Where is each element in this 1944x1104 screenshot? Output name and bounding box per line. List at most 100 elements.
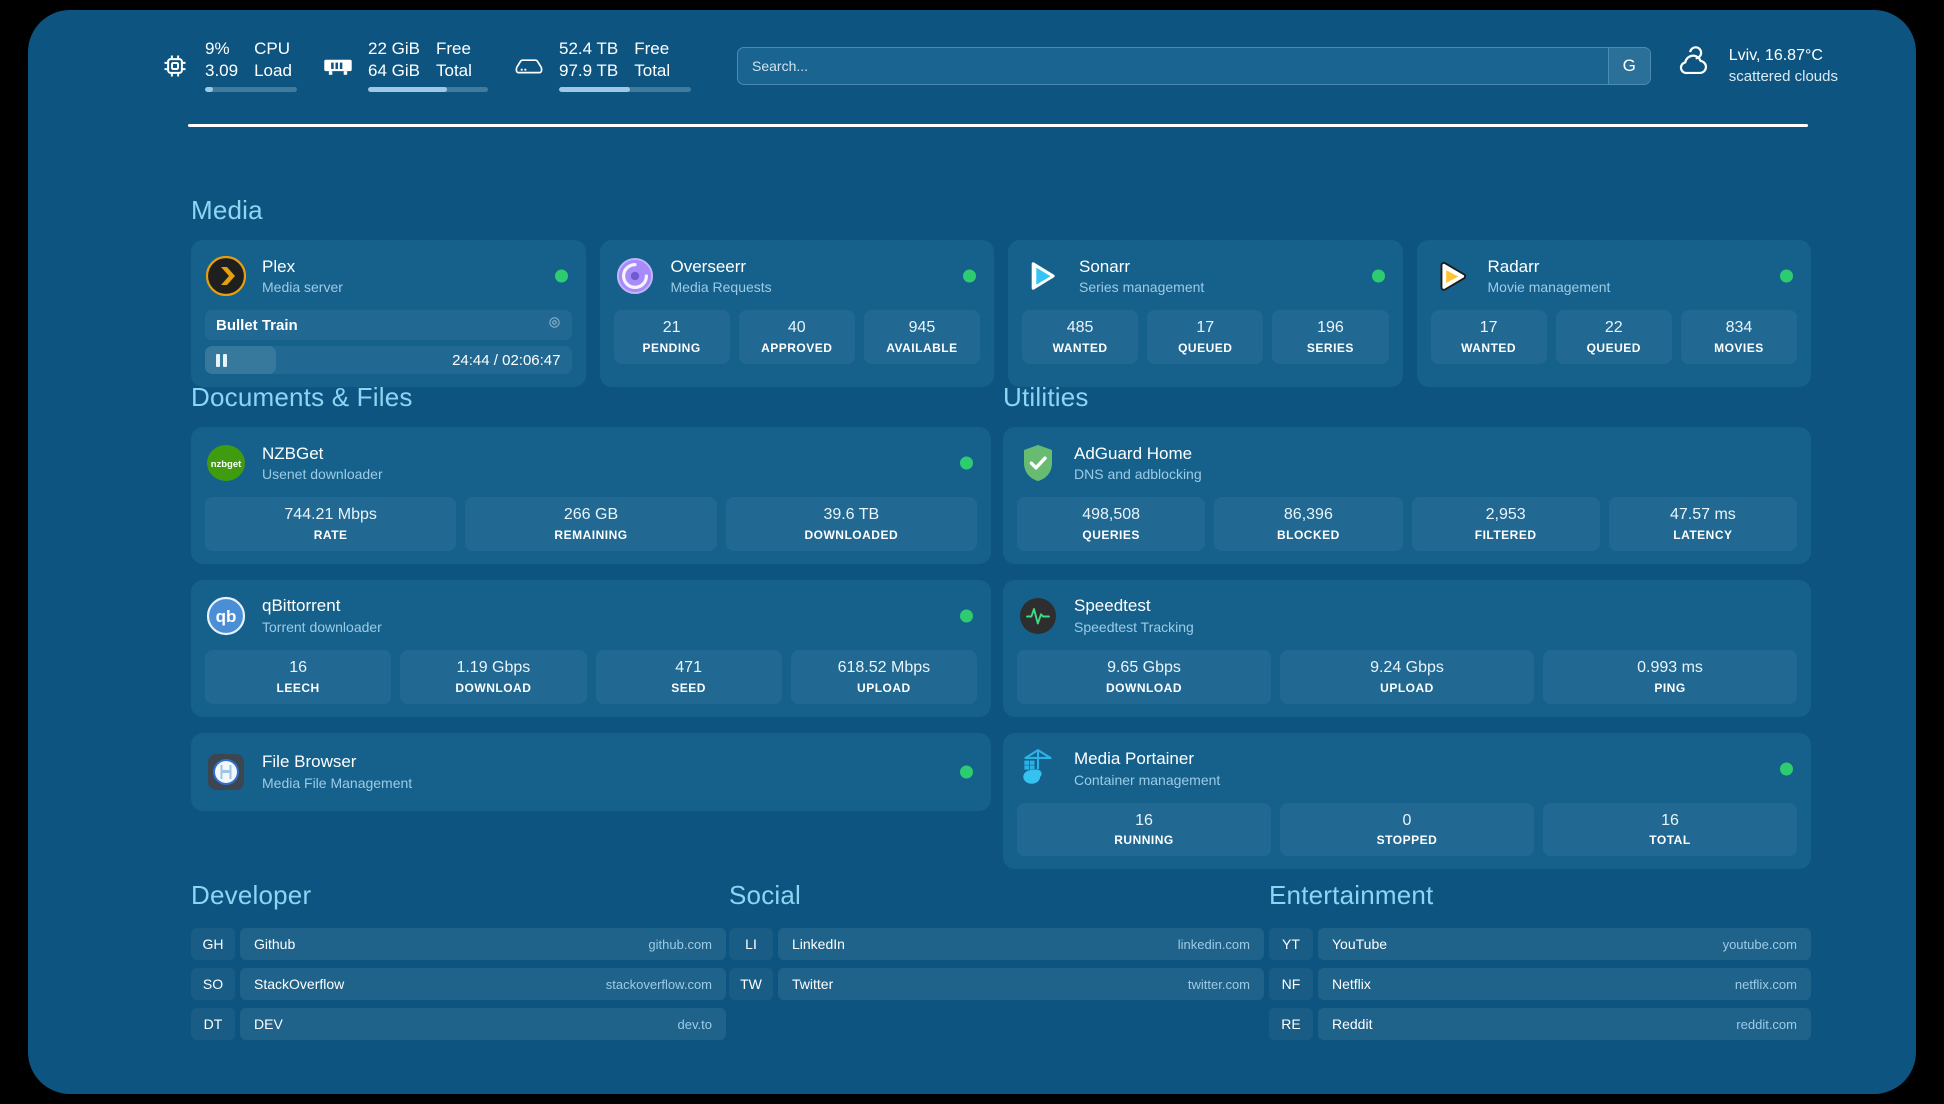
bookmark-abbr: DT [191, 1008, 235, 1040]
stat-value: 22 [1604, 319, 1623, 336]
bookmark-item[interactable]: RE Reddit reddit.com [1269, 1008, 1811, 1040]
filebrowser-name: File Browser [262, 752, 357, 772]
stat-label: APPROVED [761, 340, 833, 355]
gear-icon[interactable] [547, 315, 562, 335]
service-card-radarr[interactable]: Radarr Movie management 17 WANTED 22 QUE… [1416, 240, 1811, 387]
disk-icon [512, 49, 546, 83]
developer-section: Developer GH Github github.com SO StackO… [191, 880, 726, 1048]
disk-free-value: 52.4 TB [559, 39, 619, 59]
service-card-sonarr[interactable]: Sonarr Series management 485 WANTED 17 Q… [1008, 240, 1403, 387]
stat-label: DOWNLOAD [455, 680, 532, 695]
bookmark-abbr: TW [729, 968, 773, 1000]
stat-value: 744.21 Mbps [284, 506, 377, 523]
search-box[interactable]: G [737, 47, 1651, 85]
bookmark-name: Reddit [1332, 1016, 1373, 1032]
bookmark-name: DEV [254, 1016, 283, 1032]
plex-status-badge [554, 269, 568, 283]
bookmark-name: Twitter [792, 976, 834, 992]
weather-widget[interactable]: Lviv, 16.87°C scattered clouds [1675, 45, 1838, 88]
stat-value: 47.57 ms [1669, 506, 1736, 523]
system-stat-disk: 52.4 TB 97.9 TB Free Total [512, 38, 691, 94]
bookmark-link[interactable]: Twitter twitter.com [778, 968, 1264, 1000]
sonarr-subtitle: Series management [1079, 278, 1205, 295]
service-card-portainer[interactable]: Media Portainer Container management 16 … [1003, 732, 1811, 870]
nzbget-stats: 744.21 Mbps RATE 266 GB REMAINING 39.6 T… [205, 497, 977, 551]
service-card-adguard[interactable]: AdGuard Home DNS and adblocking 498,508 … [1003, 427, 1811, 564]
stat-value: 498,508 [1082, 506, 1141, 523]
stat-value: 1.19 Gbps [456, 658, 531, 676]
search-engine-button[interactable]: G [1607, 48, 1650, 84]
adguard-names: AdGuard Home DNS and adblocking [1074, 443, 1202, 484]
stat-tile: 834 MOVIES [1680, 310, 1798, 364]
stat-value: 266 GB [563, 506, 619, 523]
bookmark-url: twitter.com [1187, 976, 1250, 992]
service-card-qbittorrent[interactable]: qb qBittorrent Torrent downloader 16 LEE… [191, 579, 991, 717]
bookmark-url: netflix.com [1734, 976, 1797, 992]
stat-value: 485 [1066, 319, 1094, 336]
svg-text:nzbget: nzbget [211, 459, 242, 470]
bookmark-link[interactable]: Github github.com [240, 928, 726, 960]
stat-value: 17 [1479, 319, 1498, 336]
service-card-overseerr[interactable]: Overseerr Media Requests 21 PENDING 40 A… [599, 240, 994, 387]
cpu-icon [158, 49, 192, 83]
search-input[interactable] [738, 48, 1608, 84]
cloud-icon [1675, 46, 1715, 85]
adguard-shield-icon [1017, 442, 1059, 484]
radarr-icon [1431, 255, 1473, 297]
memory-total-value: 64 GiB [368, 61, 420, 80]
pause-icon[interactable] [216, 353, 227, 367]
filebrowser-names: File Browser Media File Management [262, 751, 412, 792]
stat-label: UPLOAD [857, 680, 911, 695]
bookmark-item[interactable]: SO StackOverflow stackoverflow.com [191, 968, 726, 1000]
bookmark-item[interactable]: DT DEV dev.to [191, 1008, 726, 1040]
top-header: 9% 3.09 CPU Load [158, 32, 1838, 100]
bookmark-link[interactable]: Netflix netflix.com [1318, 968, 1811, 1000]
ram-icon [321, 49, 355, 83]
system-stat-memory: 22 GiB 64 GiB Free Total [321, 38, 488, 94]
stat-value: 9.65 Gbps [1107, 658, 1181, 676]
service-card-plex[interactable]: Plex Media server Bullet Train [191, 240, 586, 387]
stat-label: SERIES [1306, 340, 1354, 355]
bookmark-item[interactable]: TW Twitter twitter.com [729, 968, 1264, 1000]
media-section: Media Plex Media server [191, 195, 1811, 387]
bookmark-item[interactable]: NF Netflix netflix.com [1269, 968, 1811, 1000]
bookmark-item[interactable]: GH Github github.com [191, 928, 726, 960]
sonarr-stats: 485 WANTED 17 QUEUED 196 SERIES [1022, 310, 1389, 364]
bookmark-link[interactable]: YouTube youtube.com [1318, 928, 1811, 960]
stat-tile: 17 QUEUED [1147, 310, 1264, 364]
bookmark-link[interactable]: Reddit reddit.com [1318, 1008, 1811, 1040]
service-card-nzbget[interactable]: nzbget NZBGet Usenet downloader 744.21 M… [191, 427, 991, 564]
documents-section: Documents & Files nzbget NZBGet Usenet d… [191, 382, 991, 811]
stat-tile: 9.65 Gbps DOWNLOAD [1017, 649, 1271, 704]
stat-tile: 21 PENDING [613, 310, 730, 364]
plex-name: Plex [262, 256, 296, 276]
bookmark-link[interactable]: DEV dev.to [240, 1008, 726, 1040]
bookmark-name: StackOverflow [254, 976, 345, 992]
stat-tile: 471 SEED [595, 649, 782, 704]
plex-progress-bar[interactable]: 24:44 / 02:06:47 [205, 346, 572, 374]
service-card-filebrowser[interactable]: File Browser Media File Management [191, 732, 991, 811]
adguard-subtitle: DNS and adblocking [1074, 465, 1202, 482]
stat-tile: 1.19 Gbps DOWNLOAD [400, 649, 587, 704]
speedtest-card-header: Speedtest Speedtest Tracking [1017, 593, 1797, 639]
stat-tile: 945 AVAILABLE [863, 310, 981, 364]
bookmark-item[interactable]: YT YouTube youtube.com [1269, 928, 1811, 960]
plex-names: Plex Media server [262, 256, 343, 297]
service-card-speedtest[interactable]: Speedtest Speedtest Tracking 9.65 Gbps D… [1003, 579, 1811, 717]
plex-now-playing: Bullet Train 24:44 / 02:06:47 [205, 310, 572, 374]
filebrowser-status-badge [960, 765, 973, 779]
bookmark-item[interactable]: LI LinkedIn linkedin.com [729, 928, 1264, 960]
overseerr-name: Overseerr [670, 256, 747, 276]
bookmark-link[interactable]: LinkedIn linkedin.com [778, 928, 1264, 960]
bookmark-url: linkedin.com [1177, 936, 1250, 952]
radarr-name: Radarr [1487, 256, 1540, 276]
nzbget-subtitle: Usenet downloader [262, 465, 383, 482]
speedtest-names: Speedtest Speedtest Tracking [1074, 595, 1194, 636]
stat-label: RUNNING [1114, 833, 1174, 848]
stat-tile: 0.993 ms PING [1543, 649, 1797, 704]
nzbget-names: NZBGet Usenet downloader [262, 443, 383, 484]
bookmark-url: reddit.com [1736, 1016, 1797, 1032]
bookmark-link[interactable]: StackOverflow stackoverflow.com [240, 968, 726, 1000]
sonarr-name: Sonarr [1079, 256, 1131, 276]
portainer-names: Media Portainer Container management [1074, 748, 1220, 789]
